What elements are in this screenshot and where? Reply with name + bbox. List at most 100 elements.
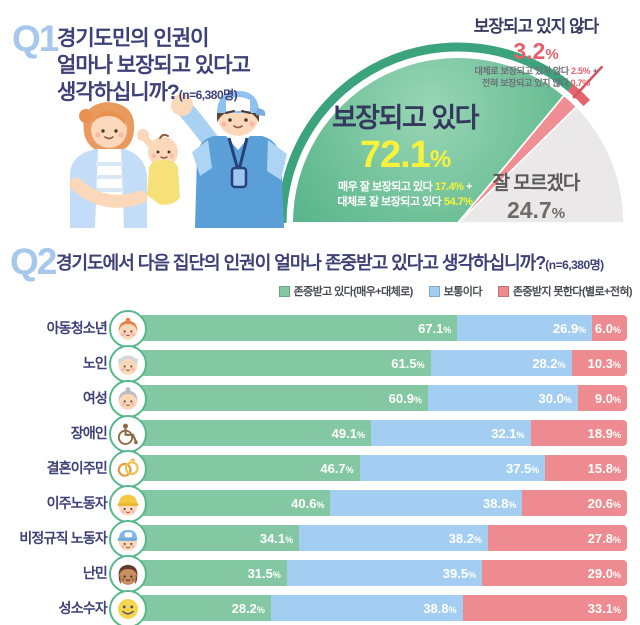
category-label: 여성 [82,390,108,406]
bar-segment-respected: 67.1% [130,315,458,341]
q2-legend: 존중받고 있다(매우+대체로) 보통이다 존중받지 못한다(별로+전혀) [278,283,633,299]
refugee-woman-icon [109,555,147,593]
q2-title: 경기도에서 다음 집단의 인권이 얼마나 존중받고 있다고 생각하십니까?(n=… [56,253,604,273]
legend-swatch-red [497,285,509,297]
q1-title-line1: 경기도민의 인권이 [57,27,209,50]
bar-segment-neutral: 37.5% [359,455,546,481]
bar-segment-not-respected: 20.6% [522,490,627,516]
legend-item-neutral: 보통이다 [428,283,482,299]
mother-figure [69,102,148,228]
outer-ring-red [567,84,591,107]
bar-segment-not-respected: 27.8% [487,525,627,551]
baby-figure [137,129,180,205]
bar-segment-respected: 60.9% [130,385,428,411]
bar-segment-respected: 31.5% [130,560,287,586]
bar-row: 장애인 49.1% 32.1% 18.9% [0,415,640,453]
legend-swatch-green [278,285,290,297]
child-face-icon [109,310,147,348]
stacked-bar: 40.6% 38.8% 20.6% [130,490,627,516]
bar-segment-neutral: 32.1% [370,420,531,446]
category-label: 장애인 [70,425,108,441]
protected-breakdown-line2: 대체로 잘 보장되고 있다 54.7% [337,195,473,208]
protected-label: 보장되고 있다 [331,103,480,133]
bar-segment-not-respected: 9.0% [577,385,627,411]
stacked-bar: 67.1% 26.9% 6.0% [130,315,627,341]
bar-segment-not-respected: 29.0% [482,560,627,586]
bar-row: 성소수자 28.2% 38.8% 33.1% [0,590,640,625]
stacked-bar: 60.9% 30.0% 9.0% [130,385,627,411]
category-label: 난민 [82,565,108,581]
construction-worker-icon [109,485,147,523]
bar-segment-neutral: 30.0% [428,385,578,411]
category-label: 아동청소년 [46,320,108,336]
bar-segment-respected: 28.2% [130,595,271,621]
bar-row: 이주노동자 40.6% 38.8% 20.6% [0,485,640,523]
bar-segment-neutral: 39.5% [286,560,483,586]
bar-row: 여성 60.9% 30.0% 9.0% [0,380,640,418]
q1-title: 경기도민의 인권이 얼마나 보장되고 있다고 생각하십니까?(n=6,380명) [57,25,251,109]
id-badge [230,166,248,189]
protected-slice-callout: 보장되고 있다 72.1% 매우 잘 보장되고 있다 17.4% + 대체로 잘… [285,96,525,209]
bar-segment-not-respected: 10.3% [571,350,627,376]
bar-segment-respected: 40.6% [130,490,331,516]
q1-semicircle-chart [277,42,625,224]
legend-item-not-respected: 존중받지 못한다(별로+전혀) [497,283,633,299]
category-label: 노인 [82,355,108,371]
not-protected-percentage: 3.2% [513,38,559,64]
smiley-face-icon [109,590,147,625]
bar-segment-respected: 34.1% [130,525,300,551]
bar-segment-not-respected: 18.9% [530,420,627,446]
protected-breakdown-line1: 매우 잘 보장되고 있다 17.4% + [338,181,473,193]
bar-segment-neutral: 28.2% [430,350,572,376]
q1-title-line2: 얼마나 보장되고 있다고 [57,54,251,77]
bar-row: 난민 31.5% 39.5% 29.0% [0,555,640,593]
q2-badge: Q2 [10,241,57,282]
stacked-bar: 34.1% 38.2% 27.8% [130,525,627,551]
bar-row: 아동청소년 67.1% 26.9% 6.0% [0,310,640,348]
stacked-bar: 61.5% 28.2% 10.3% [130,350,627,376]
slice-protected [290,55,566,224]
legend-item-respected: 존중받고 있다(매우+대체로) [278,283,413,299]
stacked-bar: 28.2% 38.8% 33.1% [130,595,627,621]
bar-row: 결혼이주민 46.7% 37.5% 15.8% [0,450,640,488]
bar-segment-not-respected: 33.1% [462,595,627,621]
dont-know-label: 잘 모르겠다 [492,173,581,194]
bar-segment-neutral: 38.8% [330,490,523,516]
stacked-bar: 31.5% 39.5% 29.0% [130,560,627,586]
dont-know-percentage: 24.7% [506,197,566,223]
bar-segment-neutral: 38.2% [299,525,488,551]
q1-title-line3: 생각하십니까?(n=6,380명) [57,81,238,104]
not-protected-slice-callout: 보장되고 있지 않다 3.2% 대체로 보장되고 있지 않다 2.5% + 전혀… [436,12,636,89]
bar-segment-neutral: 26.9% [457,315,593,341]
bar-segment-respected: 61.5% [130,350,431,376]
q1-badge: Q1 [12,18,59,59]
q1-sample-note: (n=6,380명) [178,88,238,102]
bar-row: 비정규직 노동자 34.1% 38.2% 27.8% [0,520,640,558]
bar-segment-respected: 49.1% [130,420,371,446]
q2-bar-rows: 아동청소년 67.1% 26.9% 6.0% 노인 61.5% 28.2% 10… [0,310,640,625]
bar-segment-neutral: 38.8% [270,595,463,621]
bar-row: 노인 61.5% 28.2% 10.3% [0,345,640,383]
woman-face-icon [109,380,147,418]
category-label: 이주노동자 [46,495,108,511]
outer-ring-green [277,42,574,224]
stacked-bar: 46.7% 37.5% 15.8% [130,455,627,481]
bar-segment-not-respected: 15.8% [545,455,627,481]
raised-fist [171,94,193,116]
wedding-rings-icon [109,450,147,488]
not-protected-callout-line [572,65,604,99]
category-label: 비정규직 노동자 [19,530,107,546]
family-and-officer-illustration [69,91,287,228]
protected-percentage: 72.1% [359,134,451,176]
slice-dont-know [456,105,625,224]
category-label: 성소수자 [58,600,108,616]
hair-bun [79,109,93,123]
q2-sample-note: (n=6,380명) [545,258,604,272]
category-label: 결혼이주민 [46,460,108,476]
stacked-bar: 49.1% 32.1% 18.9% [130,420,627,446]
not-protected-breakdown-line1: 대체로 보장되고 있지 않다 2.5% + [474,66,598,76]
not-protected-label: 보장되고 있지 않다 [473,17,600,36]
legend-swatch-blue [428,285,440,297]
bar-segment-not-respected: 6.0% [592,315,627,341]
